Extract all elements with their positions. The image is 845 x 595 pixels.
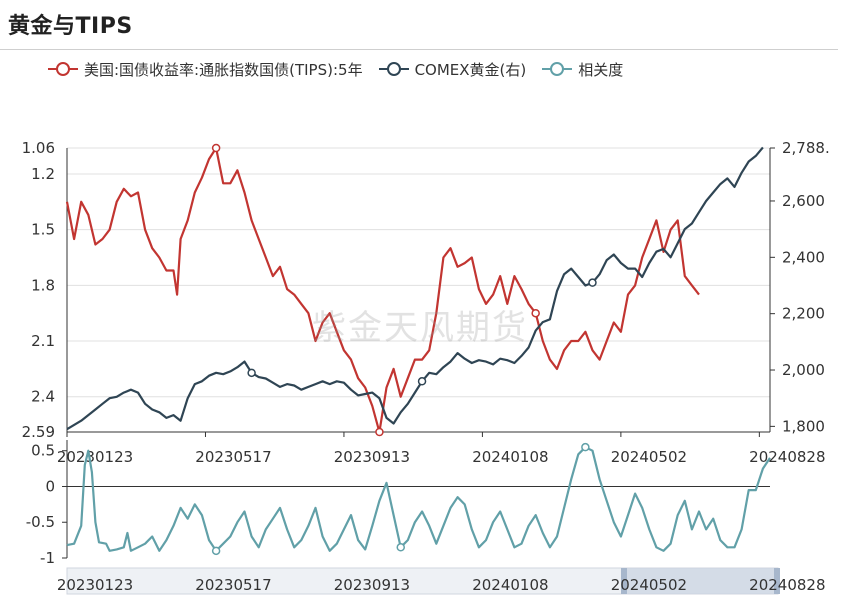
data-zoom-handle-left[interactable] <box>621 568 627 594</box>
y-left-tick-label: 2.1 <box>31 332 55 350</box>
series-line-tips-point <box>531 308 540 318</box>
y-left-tick-label: 2.4 <box>31 388 55 406</box>
y-right-tick-label: 2,200 <box>782 305 825 323</box>
legend-item-tips[interactable]: 美国:国债收益率:通胀指数国债(TIPS):5年 <box>48 59 363 80</box>
x-tick-label-upper: 20240502 <box>611 448 687 466</box>
series-line-gold-point <box>247 368 256 378</box>
series-line-tips-point <box>211 143 221 153</box>
y-correlation-tick-label: 0 <box>45 477 55 495</box>
y-right-tick-label: 1,800 <box>782 417 825 435</box>
legend-item-correlation[interactable]: 相关度 <box>542 59 623 80</box>
legend-marker-gold-icon <box>378 62 409 76</box>
y-right-tick-label: 2,600 <box>782 192 825 210</box>
x-tick-label-slider: 20230123 <box>57 576 133 594</box>
series-line-correlation-point <box>581 442 590 452</box>
legend: 美国:国债收益率:通胀指数国债(TIPS):5年 COMEX黄金(右) 相关度 <box>48 57 623 81</box>
y-correlation-tick-label: 0.5 <box>31 442 55 460</box>
y-correlation-tick-label: -0.5 <box>26 513 55 531</box>
x-tick-label-slider: 20230913 <box>334 576 410 594</box>
y-left-tick-label: 1.5 <box>31 221 55 239</box>
series-line-correlation-point <box>211 546 221 556</box>
series-line-gold-point <box>588 278 597 287</box>
y-left-tick-label: 2.59 <box>22 423 55 441</box>
y-left-tick-label: 1.06 <box>22 139 55 157</box>
x-tick-label-upper: 20230123 <box>57 448 133 466</box>
y-left-tick-label: 1.8 <box>31 276 55 294</box>
x-tick-label-upper: 20240108 <box>472 448 548 466</box>
chart-title: 黄金与TIPS <box>8 14 133 39</box>
legend-label-gold: COMEX黄金(右) <box>414 60 527 79</box>
data-zoom-handle-right[interactable] <box>774 568 780 594</box>
legend-marker-tips-icon <box>48 62 78 76</box>
series-line-gold-point <box>417 377 427 386</box>
series-line-tips <box>65 146 700 434</box>
series-line-correlation <box>66 446 771 552</box>
y-right-tick-label: 2,000 <box>782 361 825 379</box>
y-left-tick-label: 1.2 <box>31 165 55 183</box>
legend-item-gold[interactable]: COMEX黄金(右) <box>378 59 527 80</box>
x-tick-label-upper: 20240828 <box>749 448 825 466</box>
series-line-gold <box>66 146 764 431</box>
title-divider <box>0 49 838 50</box>
y-right-tick-label: 2,788. <box>782 139 830 157</box>
data-zoom-selection <box>625 568 778 594</box>
series-line-correlation-point <box>396 543 405 552</box>
legend-marker-correlation-icon <box>542 62 573 76</box>
x-tick-label-slider: 20230517 <box>195 576 271 594</box>
x-tick-label-upper: 20230913 <box>334 448 410 466</box>
y-right-tick-label: 2,400 <box>782 248 825 266</box>
legend-label-tips: 美国:国债收益率:通胀指数国债(TIPS):5年 <box>84 60 363 79</box>
legend-label-correlation: 相关度 <box>578 60 624 79</box>
x-tick-label-slider: 20240502 <box>611 576 687 594</box>
x-tick-label-upper: 20230517 <box>195 448 271 466</box>
series-line-tips-point <box>375 427 384 437</box>
y-correlation-tick-label: -1 <box>40 549 55 567</box>
x-tick-label-slider: 20240828 <box>749 576 825 594</box>
x-tick-label-slider: 20240108 <box>472 576 548 594</box>
